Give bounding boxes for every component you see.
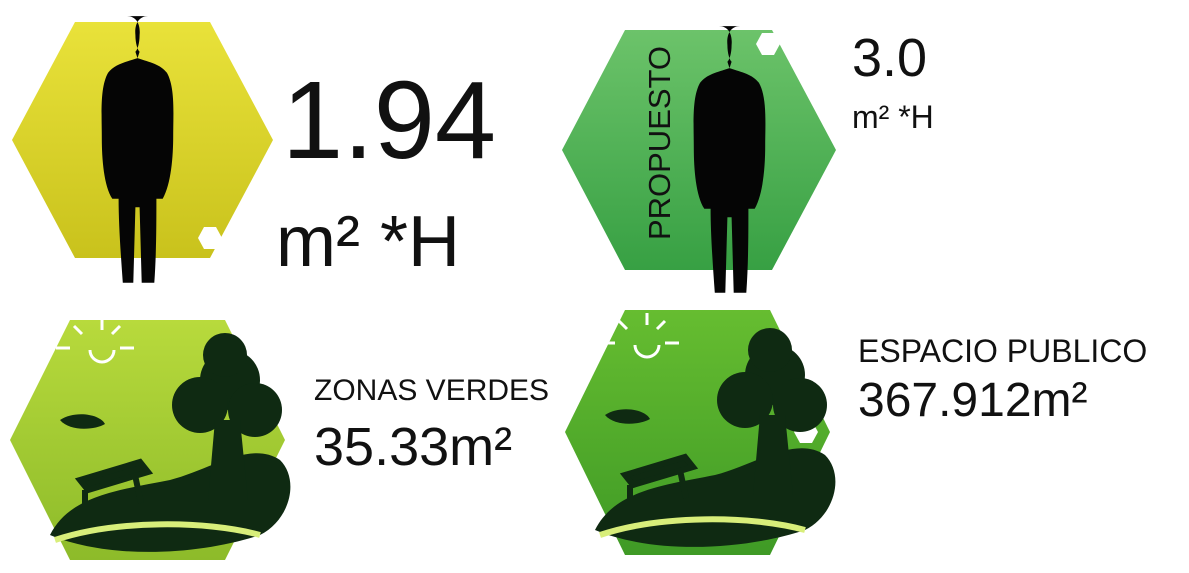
unit: m² *H bbox=[276, 202, 460, 282]
page: 1.94 m² *H PROPUESTO 3.0 m² *H ZONAS VER… bbox=[0, 0, 1189, 568]
label: ESPACIO PUBLICO bbox=[858, 333, 1147, 369]
value: 1.94 bbox=[282, 59, 496, 182]
infographic: 1.94 m² *H PROPUESTO 3.0 m² *H ZONAS VER… bbox=[0, 0, 1189, 568]
label: ZONAS VERDES bbox=[314, 374, 549, 407]
label: PROPUESTO bbox=[642, 46, 677, 240]
value: 35.33m² bbox=[314, 417, 512, 477]
value: 367.912m² bbox=[858, 374, 1087, 427]
value: 3.0 bbox=[852, 28, 927, 88]
unit: m² *H bbox=[852, 99, 934, 135]
